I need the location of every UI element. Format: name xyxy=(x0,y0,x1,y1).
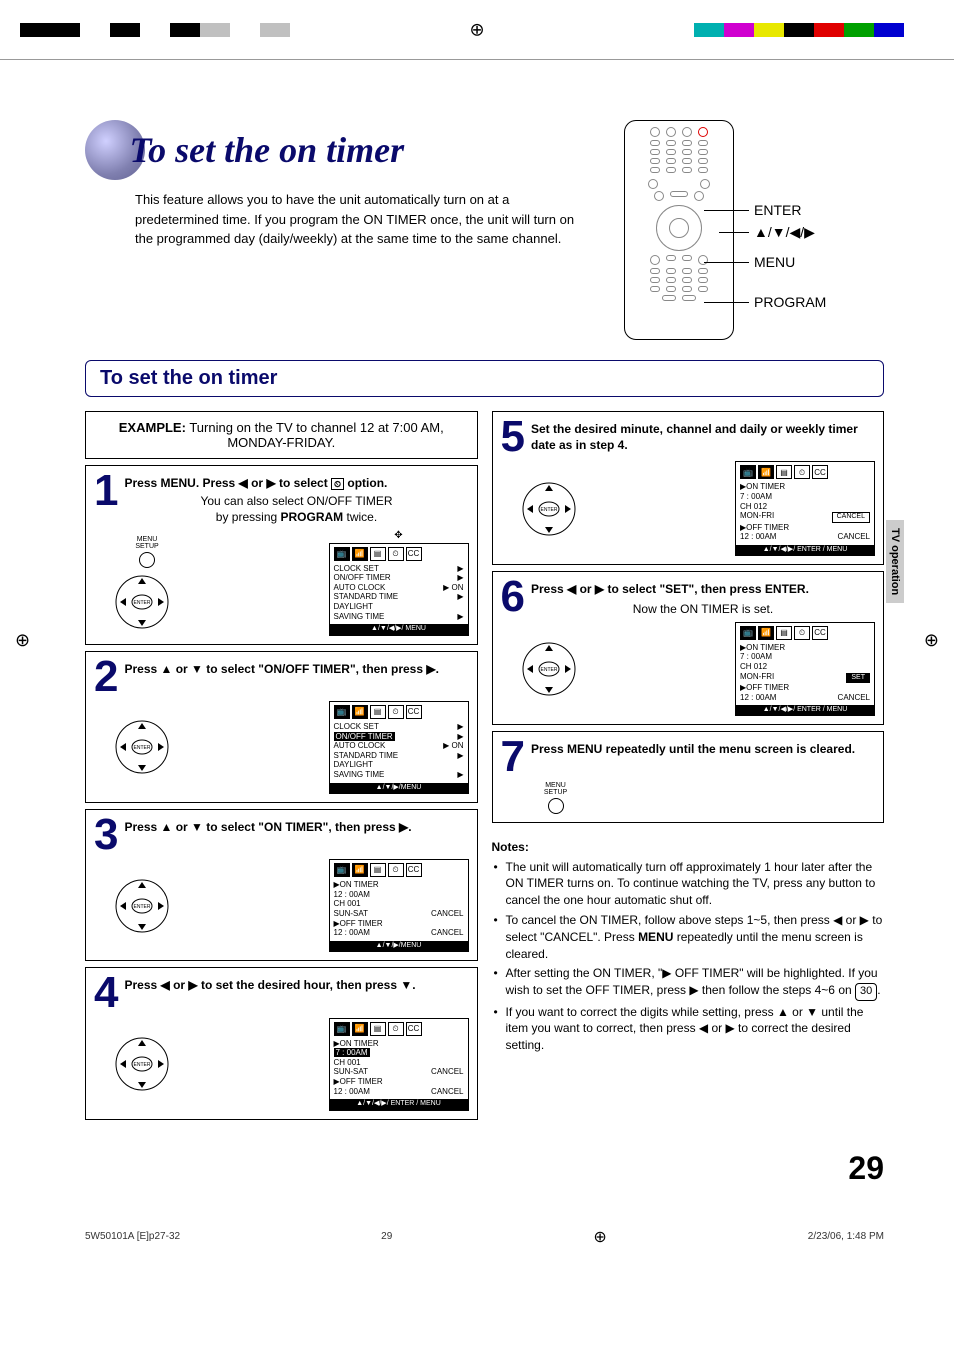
svg-text:ENTER: ENTER xyxy=(134,904,151,910)
nav-pad-icon: ENTER xyxy=(114,719,170,775)
print-footer: 5W50101A [E]p27-32 29 ⊕ 2/23/06, 1:48 PM xyxy=(0,1217,954,1267)
step-number: 1 xyxy=(94,472,118,509)
svg-text:ENTER: ENTER xyxy=(134,745,151,751)
step-number: 5 xyxy=(501,418,525,455)
nav-pad-icon: ENTER xyxy=(521,481,577,537)
note-item: After setting the ON TIMER, "▶ OFF TIMER… xyxy=(494,965,885,1000)
step-title: Press MENU. Press ◀ or ▶ to select ⏲ opt… xyxy=(124,472,468,492)
step-subtext: You can also select ON/OFF TIMER xyxy=(124,494,468,508)
menu-setup-icon: MENUSETUP xyxy=(132,536,162,568)
notes-section: Notes: The unit will automatically turn … xyxy=(492,839,885,1057)
cursor-icon: ✥ xyxy=(329,530,469,541)
step-title: Press MENU repeatedly until the menu scr… xyxy=(531,738,855,758)
step-title: Set the desired minute, channel and dail… xyxy=(531,418,875,453)
svg-text:ENTER: ENTER xyxy=(134,600,151,606)
osd-screen: 📺📶▤⏲CC▶ON TIMER 7 : 00AM CH 012 MON-FRIC… xyxy=(735,461,875,556)
step-title: Press ▲ or ▼ to select "ON/OFF TIMER", t… xyxy=(124,658,438,678)
step-subtext: by pressing PROGRAM twice. xyxy=(124,510,468,524)
step-number: 2 xyxy=(94,658,118,695)
notes-heading: Notes: xyxy=(492,839,885,856)
step-5: 5 Set the desired minute, channel and da… xyxy=(492,411,885,565)
step-3: 3 Press ▲ or ▼ to select "ON TIMER", the… xyxy=(85,809,478,961)
example-box: EXAMPLE: Turning on the TV to channel 12… xyxy=(85,411,478,459)
section-tab: TV operation xyxy=(886,520,904,603)
remote-control-diagram xyxy=(624,120,734,340)
remote-label-program: PROGRAM xyxy=(754,294,826,310)
menu-setup-icon: MENUSETUP xyxy=(541,782,571,814)
note-item: The unit will automatically turn off app… xyxy=(494,859,885,909)
step-subtext: Now the ON TIMER is set. xyxy=(531,602,875,616)
section-heading: To set the on timer xyxy=(100,367,277,389)
step-number: 7 xyxy=(501,738,525,775)
step-title: Press ◀ or ▶ to select "SET", then press… xyxy=(531,578,875,598)
note-item: If you want to correct the digits while … xyxy=(494,1004,885,1054)
osd-screen: 📺📶▤⏲CCCLOCK SET▶ON/OFF TIMER▶AUTO CLOCK▶… xyxy=(329,543,469,636)
section-heading-bar: To set the on timer xyxy=(85,360,884,397)
footer-page: 29 xyxy=(381,1231,392,1242)
example-label: EXAMPLE: xyxy=(119,420,186,435)
step-7: 7 Press MENU repeatedly until the menu s… xyxy=(492,731,885,822)
svg-text:ENTER: ENTER xyxy=(540,667,557,673)
footer-filename: 5W50101A [E]p27-32 xyxy=(85,1231,180,1242)
page-title: To set the on timer xyxy=(129,130,404,170)
example-text: Turning on the TV to channel 12 at 7:00 … xyxy=(189,420,443,450)
crosshair-icon: ⊕ xyxy=(593,1227,606,1247)
step-title: Press ◀ or ▶ to set the desired hour, th… xyxy=(124,974,415,994)
osd-screen: 📺📶▤⏲CC▶ON TIMER 12 : 00AM CH 001 SUN-SAT… xyxy=(329,859,469,952)
step-number: 3 xyxy=(94,816,118,853)
step-number: 4 xyxy=(94,974,118,1011)
step-number: 6 xyxy=(501,578,525,615)
color-bar-right xyxy=(694,23,934,37)
nav-pad-icon: ENTER xyxy=(114,1036,170,1092)
step-1: 1 Press MENU. Press ◀ or ▶ to select ⏲ o… xyxy=(85,465,478,645)
remote-label-arrows: ▲/▼/◀/▶ xyxy=(754,224,815,241)
remote-label-menu: MENU xyxy=(754,254,795,270)
note-item: To cancel the ON TIMER, follow above ste… xyxy=(494,912,885,962)
registration-marks: ⊕ xyxy=(0,0,954,60)
page-reference: 30 xyxy=(855,983,877,1000)
nav-pad-icon: ENTER xyxy=(114,574,170,630)
intro-paragraph: This feature allows you to have the unit… xyxy=(135,190,584,249)
osd-screen: 📺📶▤⏲CC▶ON TIMER 7 : 00AM CH 012 MON-FRIS… xyxy=(735,622,875,717)
color-bar-left xyxy=(20,23,290,37)
step-title: Press ▲ or ▼ to select "ON TIMER", then … xyxy=(124,816,411,836)
nav-pad-icon: ENTER xyxy=(521,641,577,697)
svg-text:ENTER: ENTER xyxy=(540,507,557,513)
nav-pad-icon: ENTER xyxy=(114,878,170,934)
footer-timestamp: 2/23/06, 1:48 PM xyxy=(808,1231,884,1242)
step-2: 2 Press ▲ or ▼ to select "ON/OFF TIMER",… xyxy=(85,651,478,803)
remote-label-enter: ENTER xyxy=(754,202,801,218)
osd-screen: 📺📶▤⏲CC▶ON TIMER 7 : 00AM CH 001 SUN-SATC… xyxy=(329,1018,469,1111)
page-number: 29 xyxy=(85,1150,884,1187)
svg-text:ENTER: ENTER xyxy=(134,1062,151,1068)
osd-screen: 📺📶▤⏲CCCLOCK SET▶ON/OFF TIMER▶AUTO CLOCK▶… xyxy=(329,701,469,794)
step-4: 4 Press ◀ or ▶ to set the desired hour, … xyxy=(85,967,478,1119)
step-6: 6 Press ◀ or ▶ to select "SET", then pre… xyxy=(492,571,885,725)
crosshair-icon: ⊕ xyxy=(469,19,484,40)
